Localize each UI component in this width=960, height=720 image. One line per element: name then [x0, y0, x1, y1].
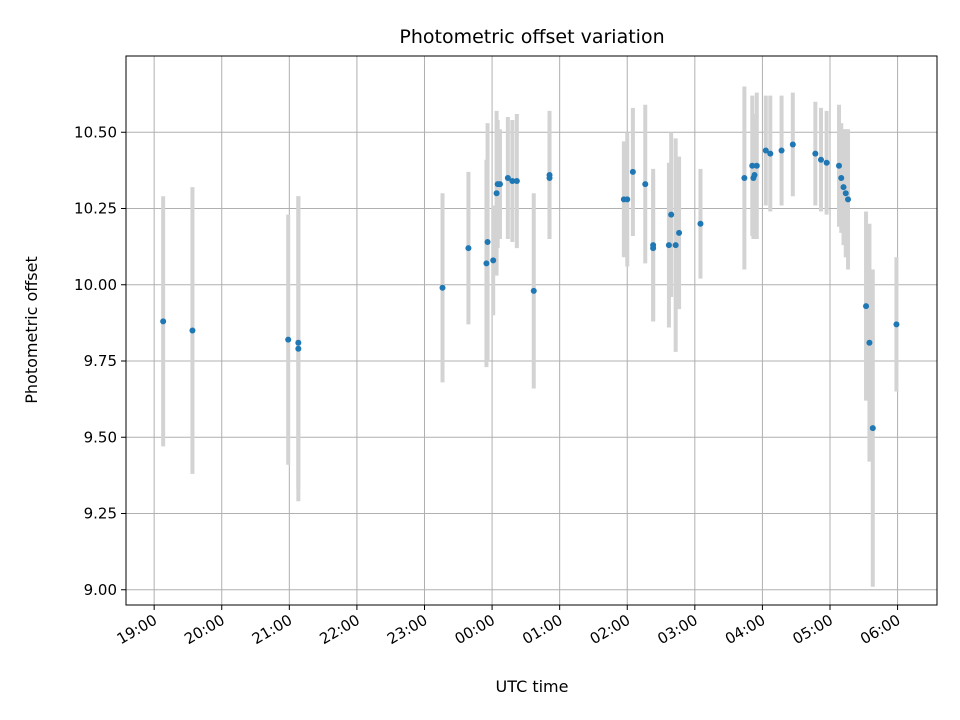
data-point [546, 175, 553, 181]
data-point [650, 242, 657, 249]
data-point [762, 147, 769, 154]
data-point [484, 239, 491, 246]
data-point [869, 425, 876, 432]
data-points [160, 141, 900, 432]
data-point [509, 178, 516, 185]
y-tick-label: 9.25 [84, 505, 117, 523]
data-point [668, 211, 675, 218]
data-point [817, 156, 824, 163]
data-point [840, 184, 847, 191]
y-tick-label: 10.50 [74, 123, 117, 141]
data-point [295, 339, 302, 346]
x-axis-label: UTC time [496, 677, 569, 696]
data-point [697, 220, 704, 227]
data-point [789, 141, 796, 148]
data-point [741, 175, 748, 181]
data-point [504, 175, 511, 181]
chart-title: Photometric offset variation [399, 26, 664, 48]
data-point [767, 150, 774, 157]
data-point [189, 327, 196, 334]
data-point [160, 318, 167, 325]
data-point [823, 159, 830, 166]
data-point [530, 287, 537, 294]
data-point [676, 229, 683, 236]
data-point [629, 168, 636, 175]
y-tick-label: 10.25 [74, 200, 117, 218]
data-point [295, 345, 302, 352]
data-point [749, 162, 756, 169]
data-point [439, 284, 446, 291]
y-axis-label: Photometric offset [22, 256, 41, 404]
data-point [513, 178, 520, 185]
data-point [838, 175, 845, 181]
data-point [642, 181, 649, 188]
data-point [665, 242, 672, 249]
data-point [751, 171, 758, 178]
y-tick-label: 9.50 [84, 428, 117, 446]
data-point [624, 196, 631, 203]
data-point [285, 336, 292, 343]
data-point [496, 181, 503, 188]
data-point [753, 162, 760, 169]
plot-frame [125, 55, 938, 606]
data-point [490, 257, 497, 264]
data-point [842, 190, 849, 197]
data-point [672, 242, 679, 249]
y-tick-label: 10.00 [74, 276, 117, 294]
y-axis: 9.00 9.25 9.50 9.75 10.00 10.25 10.50 [74, 123, 126, 599]
data-point [778, 147, 785, 154]
data-point [465, 245, 472, 252]
data-point [866, 339, 873, 346]
data-point [893, 321, 900, 328]
y-tick-label: 9.00 [84, 581, 117, 599]
data-point [836, 162, 843, 169]
y-tick-label: 9.75 [84, 352, 117, 370]
data-point [483, 260, 490, 267]
data-point [863, 303, 870, 310]
data-point [812, 150, 819, 157]
data-point [845, 196, 852, 203]
data-point [493, 190, 500, 197]
